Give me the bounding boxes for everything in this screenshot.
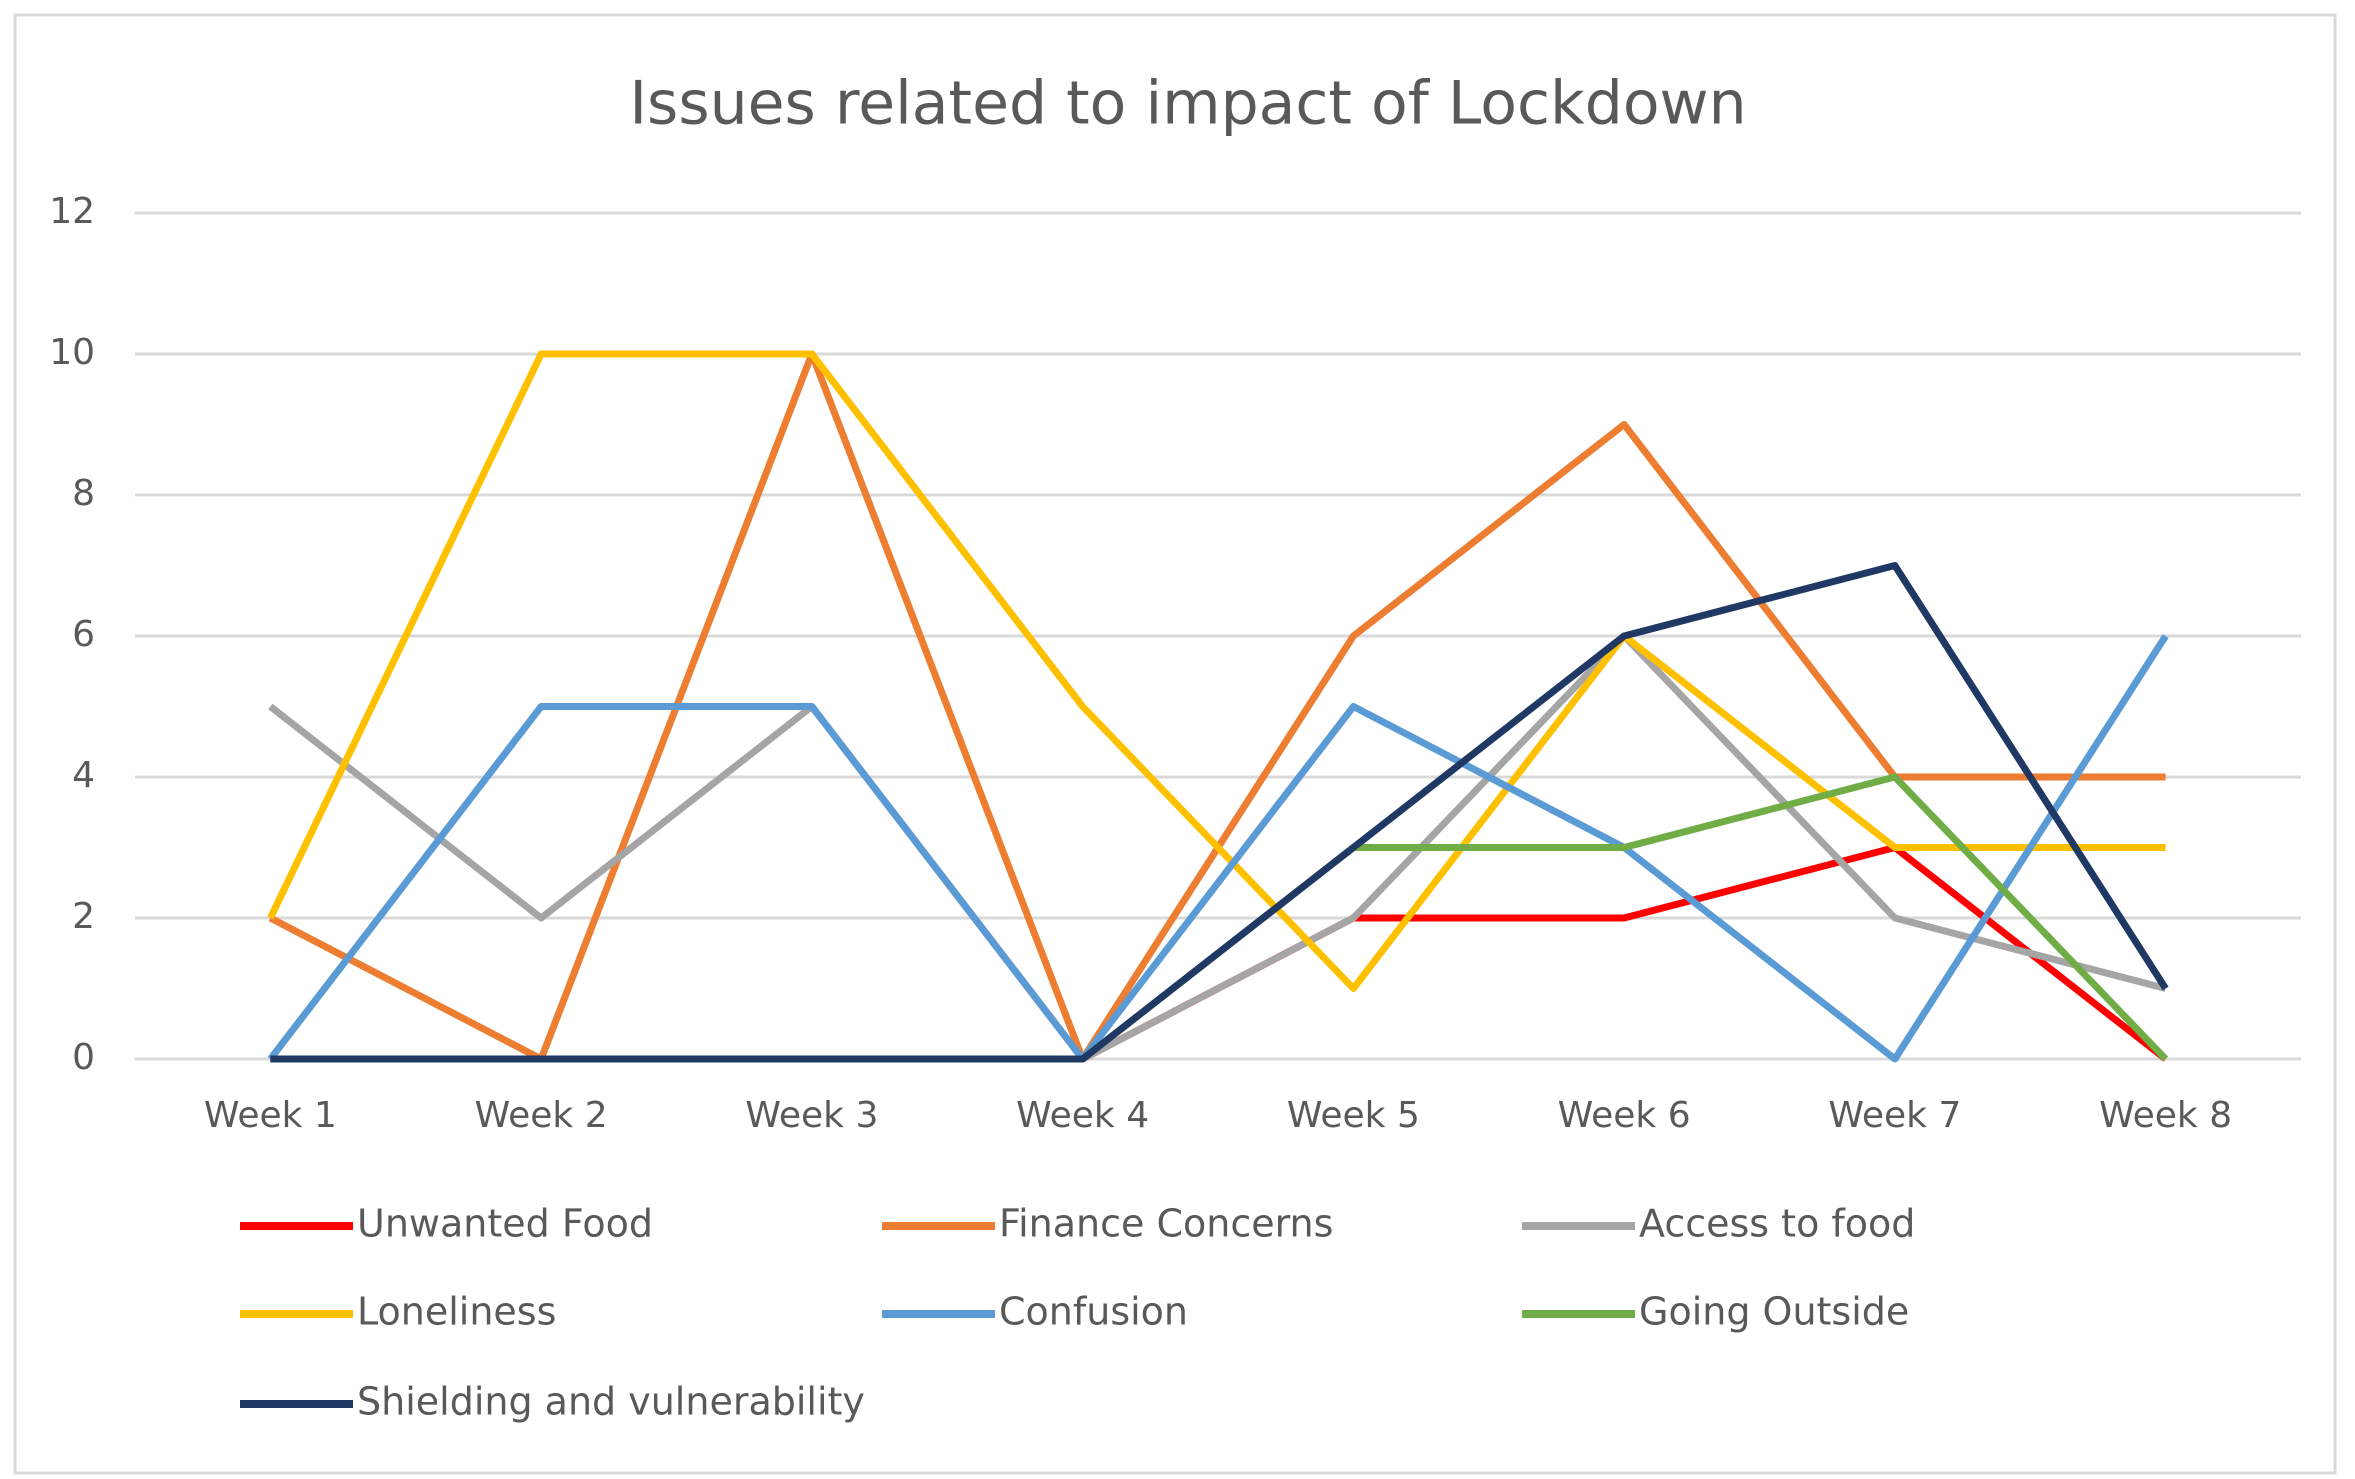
y-tick-label: 4: [72, 755, 95, 796]
x-tick-label: Week 8: [2099, 1095, 2232, 1136]
x-tick-label: Week 7: [1828, 1095, 1961, 1136]
legend-label: Access to food: [1639, 1202, 1915, 1246]
chart-title: Issues related to impact of Lockdown: [629, 69, 1746, 139]
x-tick-label: Week 5: [1287, 1095, 1420, 1136]
series-line: [267, 350, 2166, 992]
legend-label: Shielding and vulnerability: [357, 1380, 865, 1424]
x-tick-label: Week 4: [1016, 1095, 1149, 1136]
y-tick-label: 10: [49, 332, 95, 373]
series-line: [267, 634, 2169, 1063]
chart-border: [13, 13, 2337, 1475]
legend-label: Finance Concerns: [999, 1202, 1333, 1246]
y-tick-label: 8: [72, 473, 95, 514]
y-tick-label: 0: [72, 1037, 95, 1078]
x-tick-label: Week 6: [1558, 1095, 1691, 1136]
series-line: [268, 632, 2167, 1063]
y-tick-label: 2: [72, 896, 95, 937]
legend-label: Going Outside: [1639, 1290, 1909, 1334]
legend-label: Confusion: [999, 1290, 1188, 1334]
x-tick-label: Week 2: [475, 1095, 608, 1136]
y-tick-label: 12: [49, 191, 95, 232]
x-tick-label: Week 1: [204, 1095, 337, 1136]
legend-label: Loneliness: [357, 1290, 556, 1334]
series-line: [270, 562, 2169, 1063]
y-tick-label: 6: [72, 614, 95, 655]
legend-label: Unwanted Food: [357, 1202, 653, 1246]
x-tick-label: Week 3: [745, 1095, 878, 1136]
